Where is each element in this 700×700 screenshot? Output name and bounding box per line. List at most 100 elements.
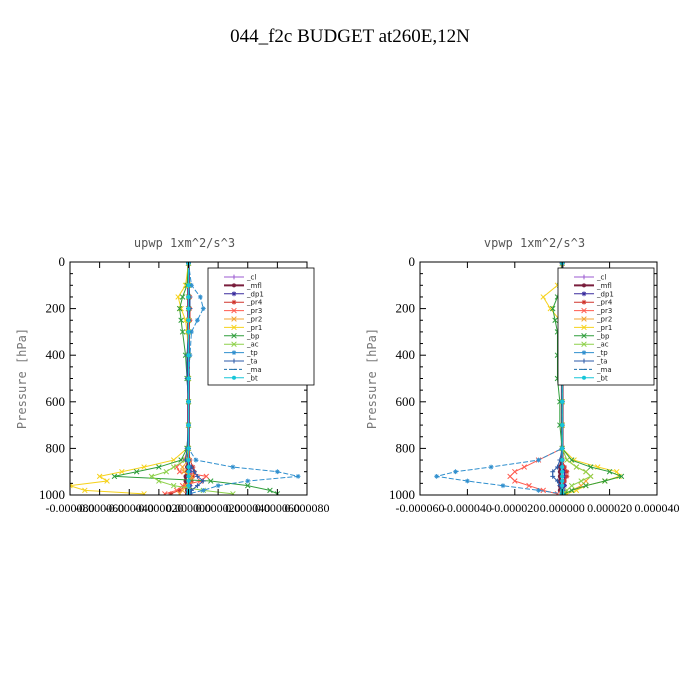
series-line_pr3 — [509, 263, 563, 495]
y-tick-label: 0 — [59, 254, 66, 269]
series-line_tp — [436, 263, 570, 495]
data-point_bt — [186, 469, 191, 474]
data-point_bt — [560, 423, 565, 428]
data-point_bp — [179, 294, 186, 300]
data-point_bt — [560, 465, 565, 470]
legend-marker_tp — [581, 350, 587, 355]
data-point_tp — [200, 487, 206, 493]
data-point_bp — [111, 473, 118, 480]
series-group — [70, 262, 301, 495]
data-point_bt — [560, 458, 565, 463]
data-point_bt — [186, 376, 191, 381]
data-point_bt — [186, 483, 191, 488]
legend-marker_pr4 — [231, 299, 237, 305]
legend-label_tp: _tp — [596, 349, 608, 357]
legend-marker_dp1 — [231, 291, 237, 297]
data-point_ac — [170, 464, 177, 470]
y-tick-label: 200 — [396, 301, 416, 316]
data-point_pr3 — [526, 482, 532, 489]
legend-label_cl: _cl — [596, 274, 606, 282]
data-point_pr4 — [177, 487, 183, 493]
data-point_tp — [245, 478, 251, 484]
legend-marker_ta — [581, 358, 587, 364]
legend-marker_tp — [231, 350, 237, 355]
y-tick-label: 1000 — [389, 487, 415, 502]
legend-marker_bt — [582, 375, 586, 380]
data-point_pr1 — [613, 468, 620, 475]
data-point_bt — [186, 294, 191, 299]
data-point_bt — [186, 446, 191, 451]
legend-label_pr4: _pr4 — [596, 299, 613, 307]
data-point_pr4 — [190, 473, 196, 479]
x-tick-label: -0.000060 — [75, 501, 124, 515]
legend-box — [207, 267, 315, 386]
legend-label_cl: _cl — [246, 274, 256, 282]
legend-label_pr1: _pr1 — [596, 324, 612, 332]
data-point_ac — [230, 491, 236, 495]
legend-label_ma: _ma — [596, 366, 612, 374]
data-point_tp — [453, 469, 458, 475]
data-point_pr1 — [175, 294, 181, 300]
data-point_mfl — [183, 474, 188, 479]
data-point_bt — [186, 474, 191, 479]
data-point_tp — [230, 464, 236, 470]
x-tick-label: -0.000040 — [105, 501, 154, 515]
data-point_ac — [564, 487, 570, 494]
data-point_tp — [465, 478, 470, 484]
data-point_pr1 — [104, 478, 110, 484]
legend-marker_ac — [581, 341, 587, 347]
legend-marker_pr1 — [581, 324, 587, 331]
data-point_bt — [186, 329, 191, 334]
data-point_pr2 — [188, 473, 195, 480]
data-point_pr2 — [181, 468, 187, 475]
legend-marker_bt — [232, 375, 236, 380]
data-point_tp — [215, 483, 221, 489]
data-point_ta — [192, 469, 197, 475]
data-point_ta — [194, 483, 200, 489]
legend-marker_ta — [231, 358, 237, 364]
data-point_ta — [194, 473, 200, 479]
data-point_pr1 — [547, 305, 554, 312]
data-point_tp — [536, 487, 541, 493]
data-point_bp — [207, 478, 214, 484]
data-point_bt — [186, 353, 191, 358]
legend-label_pr2: _pr2 — [246, 316, 262, 324]
data-point_ac — [573, 464, 580, 470]
data-point_bp — [587, 464, 594, 470]
data-point_pr3 — [507, 473, 513, 480]
data-point_bp — [552, 317, 558, 324]
x-tick-label: -0.000080 — [46, 501, 95, 515]
data-point_ac — [568, 482, 575, 489]
data-point_ac — [156, 478, 162, 484]
data-point_bt — [186, 318, 191, 323]
data-point_bt — [560, 446, 565, 451]
legend: _cl_mfl_dp1_pr4_pr3_pr2_pr1_bp_ac_tp_ta_… — [557, 267, 655, 386]
data-point_pr3 — [176, 468, 183, 475]
y-tick-label: 600 — [46, 394, 66, 409]
data-point_bt — [186, 423, 191, 428]
legend-label_bt: _bt — [596, 374, 608, 382]
upwp-panel: upwp 1xm^2/s^3 Pressure [hPa] 0 200 400 600 80… — [15, 236, 330, 515]
data-point_bp — [156, 464, 162, 470]
legend-label_bt: _bt — [246, 374, 258, 382]
x-tick-label: -0.000020 — [490, 501, 539, 515]
data-point_tp — [295, 473, 301, 479]
data-point_tp — [274, 469, 280, 475]
x-tick-label: 0.000020 — [196, 501, 241, 515]
legend-label_bp: _bp — [246, 332, 260, 340]
data-point_bt — [560, 399, 565, 404]
y-tick-label: 600 — [396, 394, 416, 409]
legend-label_dp1: _dp1 — [246, 290, 264, 298]
data-point_ac — [148, 473, 155, 480]
y-axis-label: Pressure [hPa] — [15, 328, 29, 429]
data-point_ta — [555, 478, 560, 484]
legend-marker_pr1 — [231, 324, 237, 331]
data-point_bt — [186, 479, 191, 484]
y-tick-label: 400 — [46, 347, 66, 362]
data-point_bp — [179, 329, 186, 335]
data-point_ta — [200, 478, 206, 484]
data-point_bt — [186, 458, 191, 463]
legend-label_mfl: _mfl — [596, 282, 612, 290]
x-tick-label: -0.000020 — [134, 501, 183, 515]
